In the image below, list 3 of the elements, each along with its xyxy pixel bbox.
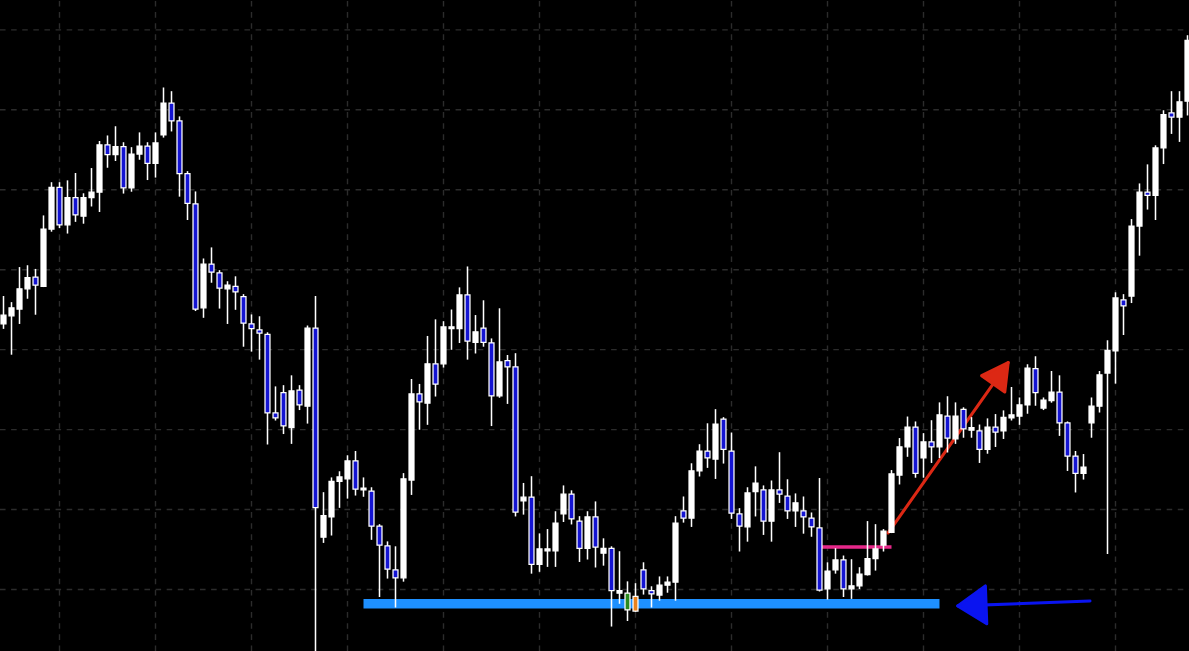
candlestick <box>808 512 815 537</box>
candlestick <box>640 562 647 595</box>
candlestick <box>256 316 263 360</box>
